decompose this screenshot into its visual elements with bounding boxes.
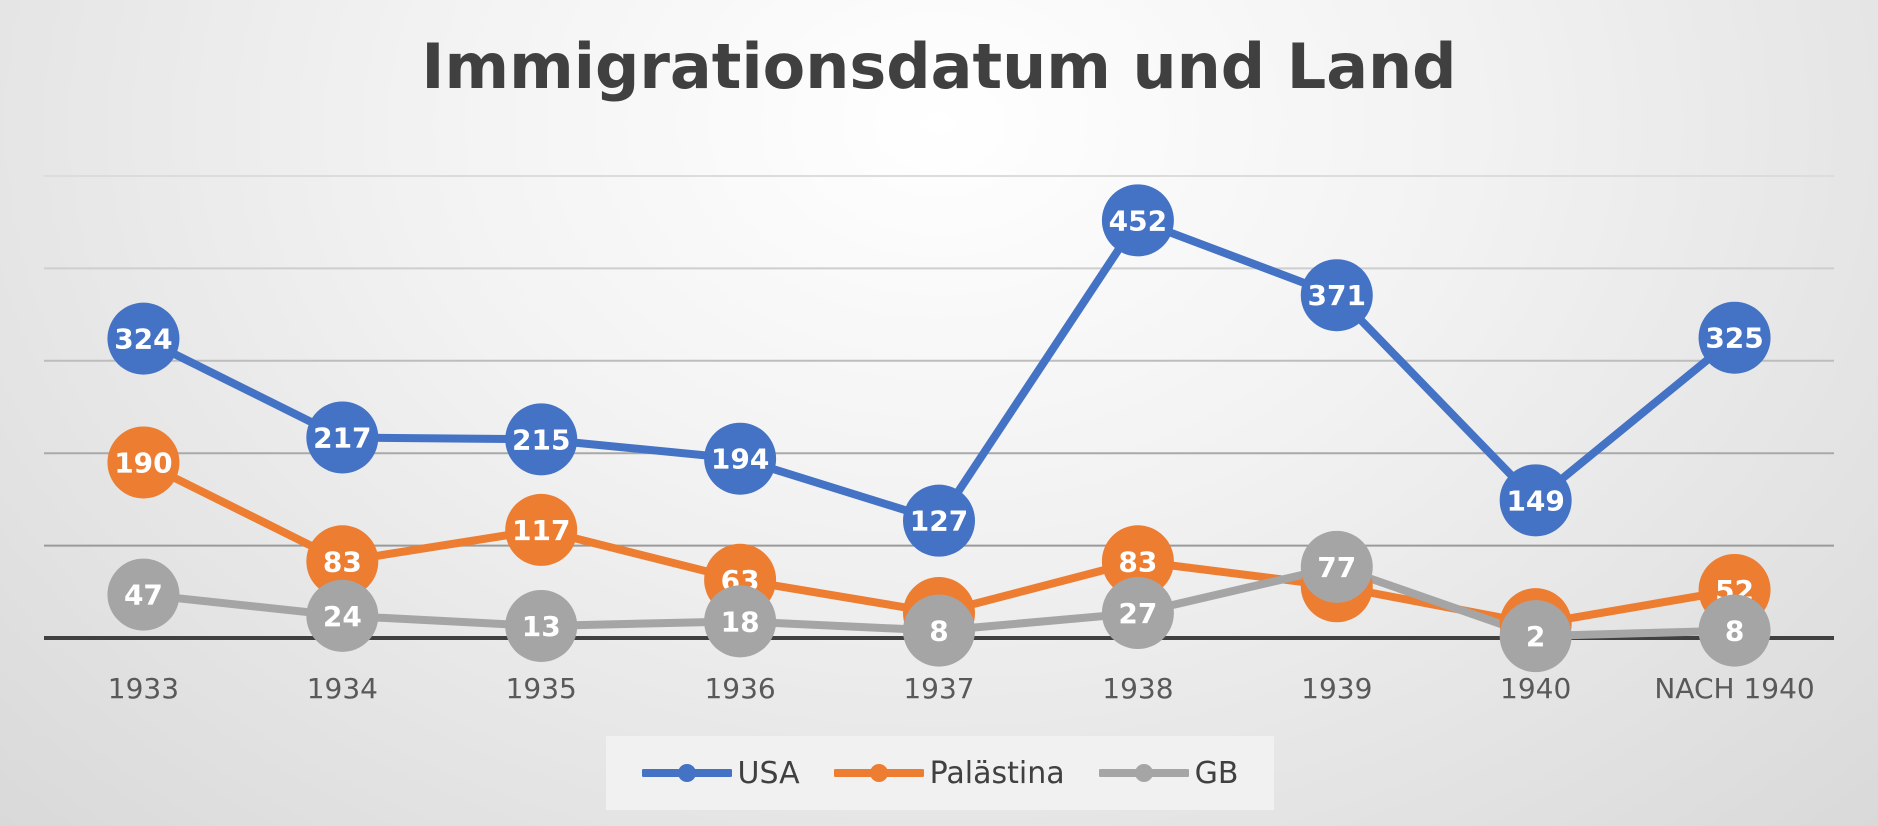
data-marker <box>107 426 180 499</box>
legend-item-gb: GB <box>1098 755 1239 791</box>
legend-label: GB <box>1194 755 1239 791</box>
x-tick-label: NACH 1940 <box>1654 672 1814 705</box>
data-marker <box>1101 577 1174 650</box>
data-point-usa: 127 <box>903 484 975 557</box>
data-marker <box>107 302 180 375</box>
data-marker <box>306 401 379 474</box>
data-label: 324 <box>114 323 172 356</box>
data-label: 27 <box>1118 597 1157 630</box>
data-label: 47 <box>124 579 163 612</box>
data-point-usa: 371 <box>1300 259 1373 332</box>
data-point-gb: 18 <box>704 585 777 658</box>
data-marker <box>1698 301 1771 374</box>
x-tick-label: 1937 <box>903 672 974 705</box>
data-label: 149 <box>1506 484 1564 517</box>
data-marker <box>306 579 379 652</box>
legend-swatch <box>641 764 732 782</box>
chart-legend: USA Palästina GB <box>606 736 1274 810</box>
x-tick-label: 1938 <box>1102 672 1173 705</box>
legend-swatch <box>1098 764 1189 782</box>
series-line-usa <box>141 216 1738 525</box>
data-point-usa: 217 <box>306 401 379 474</box>
data-point-gb: 24 <box>306 579 379 652</box>
data-point-pal-stina: 83 <box>1101 525 1174 598</box>
data-marker <box>1101 184 1174 257</box>
data-label: 217 <box>313 421 371 454</box>
data-marker <box>903 484 975 557</box>
x-tick-label: 1933 <box>108 672 179 705</box>
data-label: 117 <box>512 514 570 547</box>
legend-label: USA <box>737 755 800 791</box>
x-tick-label: 1935 <box>506 672 577 705</box>
data-marker <box>1101 525 1174 598</box>
legend-item-pal-stina: Palästina <box>833 755 1065 791</box>
data-point-gb: 2 <box>1499 600 1572 673</box>
data-label: 127 <box>910 505 968 538</box>
data-label: 83 <box>1118 545 1157 578</box>
legend-swatch <box>833 764 924 782</box>
data-point-gb: 77 <box>1300 530 1373 603</box>
data-point-pal-stina: 117 <box>505 493 578 566</box>
legend-item-usa: USA <box>641 755 800 791</box>
data-marker <box>1300 259 1373 332</box>
data-point-usa: 324 <box>107 302 180 375</box>
data-point-usa: 194 <box>704 422 777 495</box>
data-point-usa: 149 <box>1499 464 1572 537</box>
x-tick-label: 1940 <box>1500 672 1571 705</box>
data-marker <box>505 403 578 476</box>
data-label: 24 <box>323 600 362 633</box>
data-marker <box>1499 464 1572 537</box>
data-point-usa: 215 <box>505 403 578 476</box>
data-label: 13 <box>522 610 561 643</box>
data-marker <box>1300 530 1373 603</box>
x-tick-label: 1934 <box>307 672 378 705</box>
data-label: 325 <box>1705 322 1763 355</box>
data-marker <box>505 589 578 662</box>
data-point-gb: 47 <box>107 558 180 631</box>
data-label: 8 <box>929 615 948 648</box>
data-label: 215 <box>512 423 570 456</box>
data-point-gb: 8 <box>1698 594 1771 667</box>
data-point-usa: 325 <box>1698 301 1771 374</box>
data-point-gb: 13 <box>505 589 578 662</box>
data-point-pal-stina: 83 <box>306 525 379 598</box>
data-marker <box>1499 600 1572 673</box>
data-label: 2 <box>1526 620 1545 653</box>
data-point-pal-stina: 190 <box>107 426 180 499</box>
data-label: 8 <box>1725 615 1744 648</box>
data-point-gb: 27 <box>1101 577 1174 650</box>
data-point-usa: 452 <box>1101 184 1174 257</box>
data-label: 18 <box>721 605 760 638</box>
data-label: 194 <box>711 443 769 476</box>
x-tick-label: 1936 <box>704 672 775 705</box>
data-marker <box>505 493 578 566</box>
data-marker <box>903 594 975 667</box>
data-marker <box>704 422 777 495</box>
data-marker <box>1698 594 1771 667</box>
data-marker <box>107 558 180 631</box>
data-marker <box>704 585 777 658</box>
legend-label: Palästina <box>929 755 1065 791</box>
data-label: 77 <box>1317 551 1356 584</box>
x-tick-label: 1939 <box>1301 672 1372 705</box>
data-label: 452 <box>1109 204 1167 237</box>
data-marker <box>306 525 379 598</box>
chart-title: Immigrationsdatum und Land <box>421 30 1457 103</box>
data-label: 83 <box>323 545 362 578</box>
data-label: 371 <box>1308 279 1366 312</box>
data-point-gb: 8 <box>903 594 975 667</box>
data-label: 190 <box>114 446 172 479</box>
